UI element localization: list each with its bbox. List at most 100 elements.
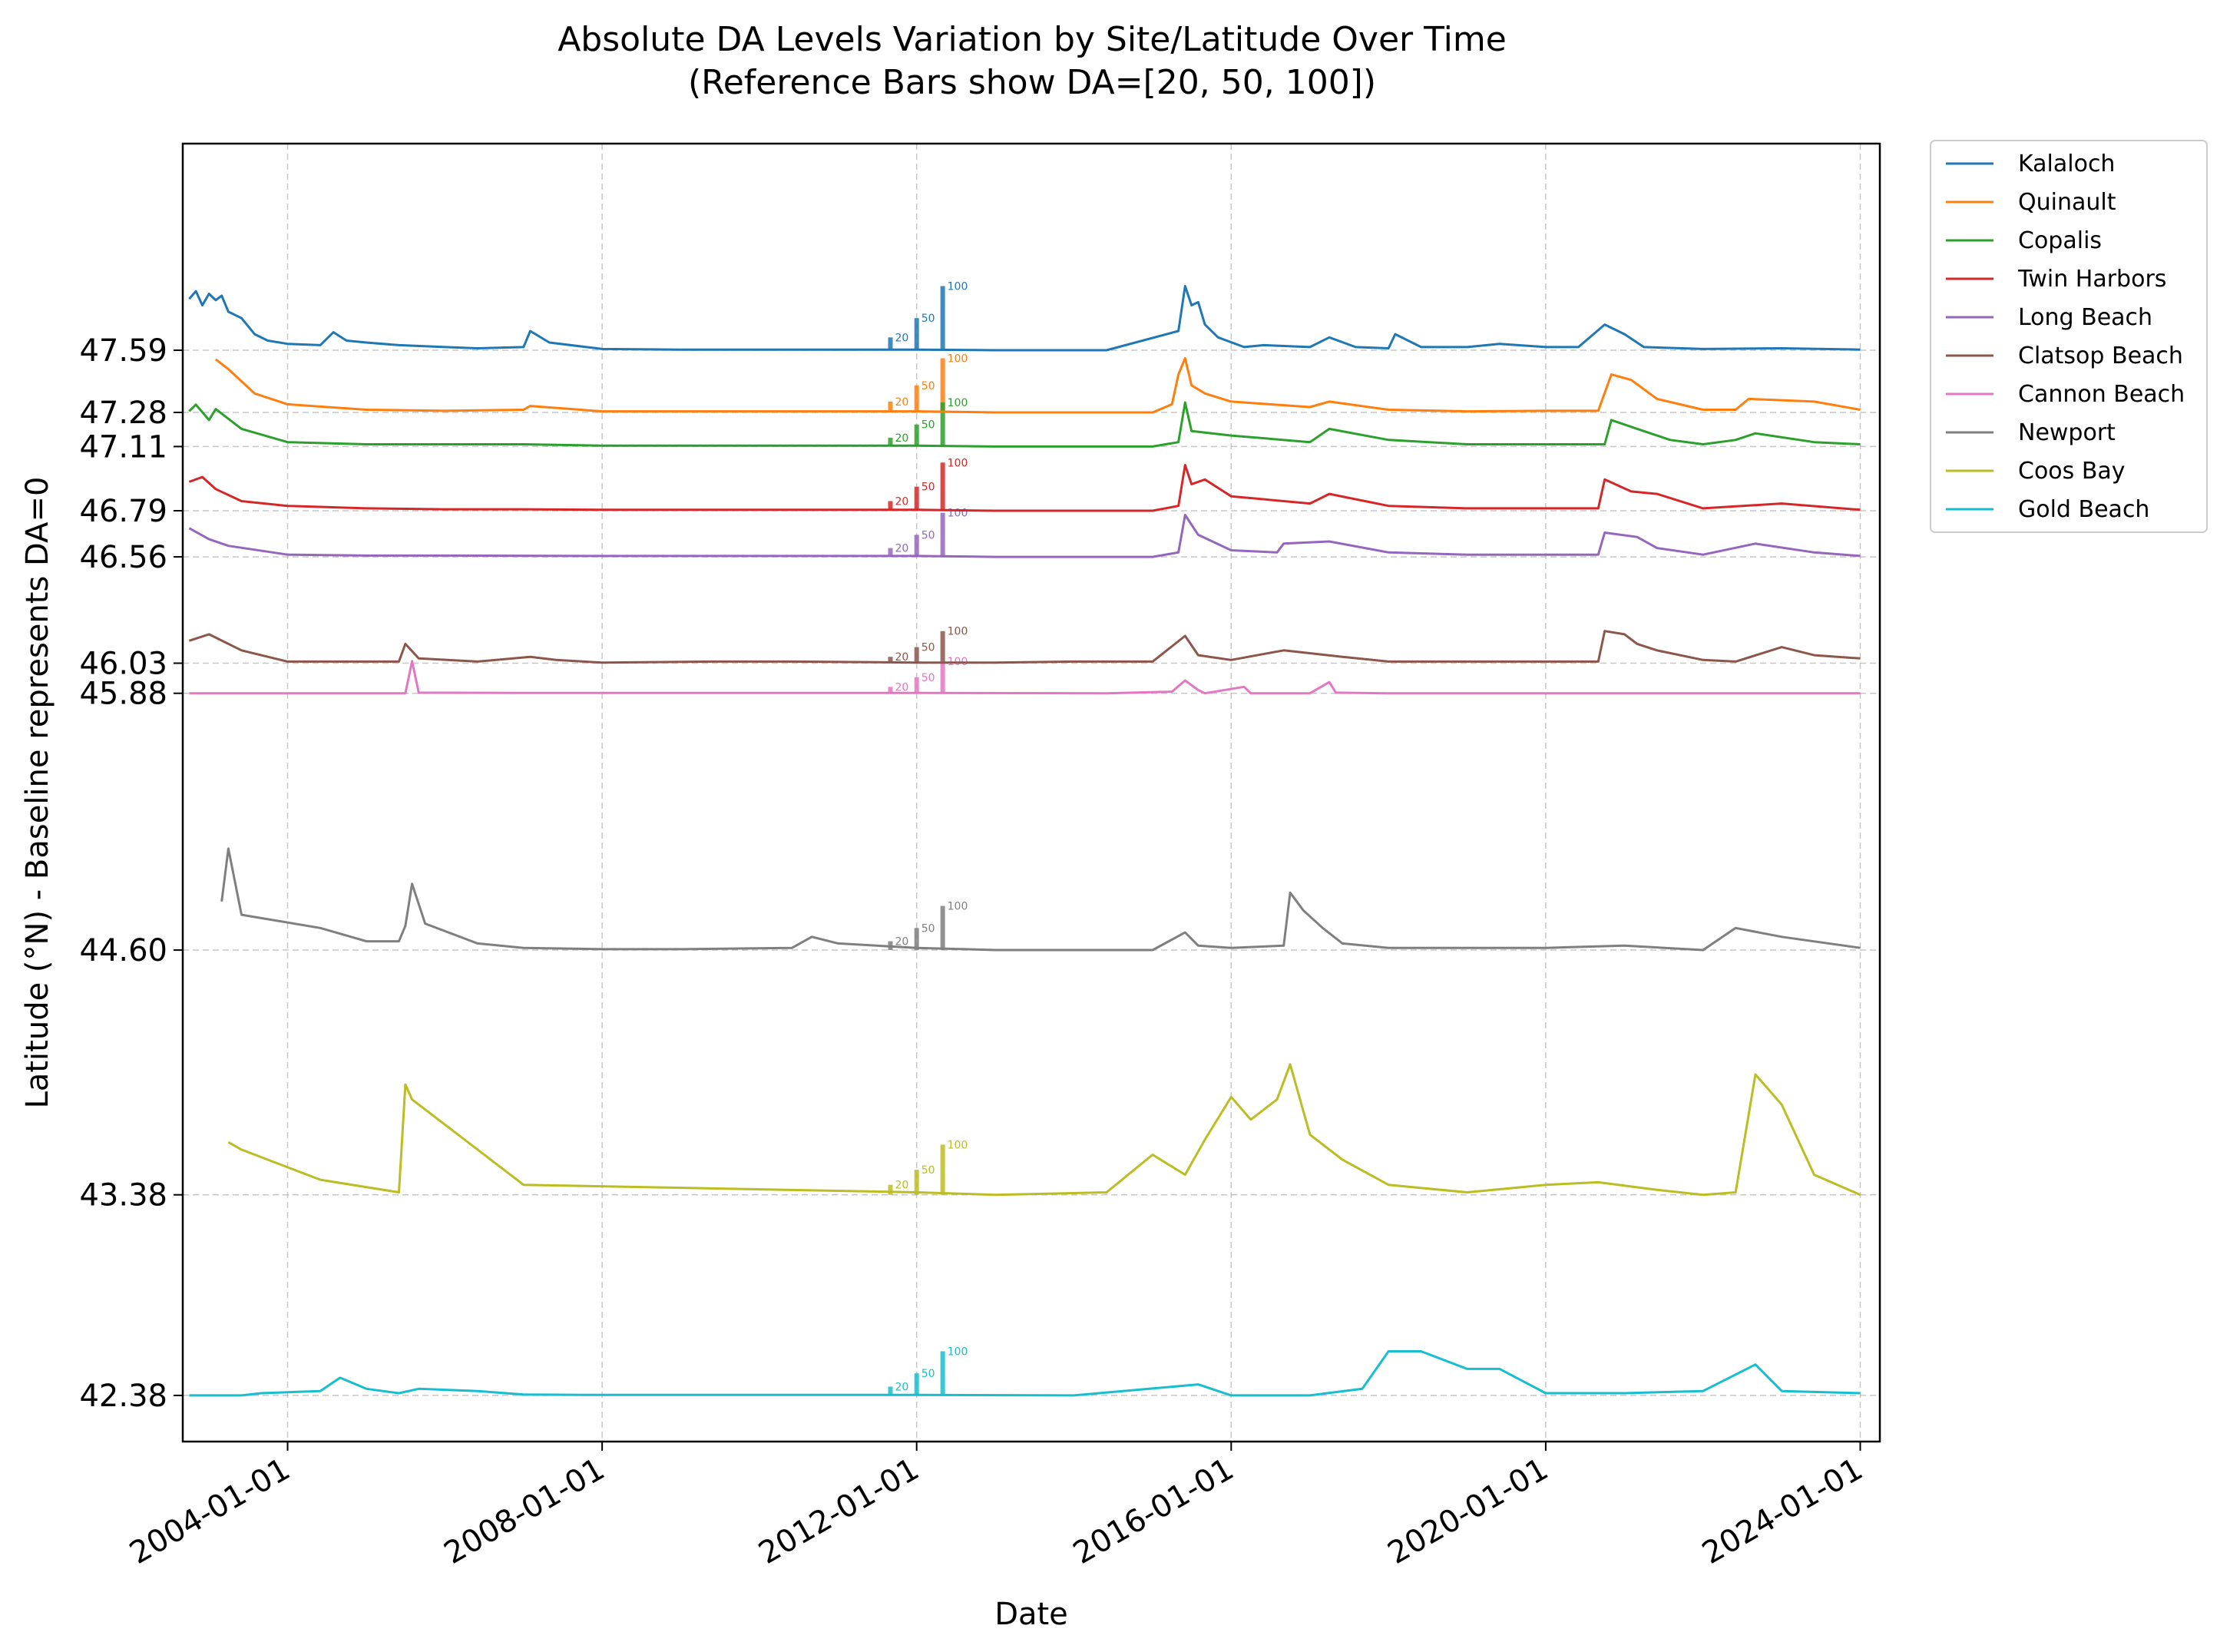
reference-bar (914, 928, 919, 951)
reference-bar (914, 424, 919, 447)
reference-bar (888, 501, 893, 511)
reference-bar-label: 20 (895, 432, 909, 445)
reference-bar (940, 462, 945, 511)
series-line-cannon-beach (189, 660, 1861, 695)
series-line-coos-bay (227, 1063, 1861, 1197)
reference-bar-label: 50 (921, 482, 935, 494)
legend: Kalaloch Quinault Copalis Twin Harbors Long … (1930, 140, 2208, 533)
series-line-gold-beach (189, 1350, 1861, 1397)
reference-bar-label: 50 (921, 313, 935, 325)
reference-bar (940, 358, 945, 413)
reference-bar (940, 402, 945, 447)
y-tick-label: 43.38 (79, 1178, 167, 1213)
legend-entry: Twin Harbors (2017, 266, 2166, 293)
y-tick-label: 46.03 (79, 647, 167, 682)
reference-bar-label: 100 (948, 626, 968, 638)
reference-bar-label: 20 (895, 681, 909, 694)
grid (183, 144, 1880, 1442)
reference-bar-label: 100 (948, 901, 968, 913)
reference-bar (888, 548, 893, 558)
reference-bar-label: 20 (895, 495, 909, 508)
y-tick-label: 47.59 (79, 333, 167, 369)
reference-bar-label: 100 (948, 280, 968, 293)
series-line-long-beach (188, 514, 1861, 558)
reference-bars: 20 50 100 20 50 100 20 50 100 20 50 100 20 50 100 20 50 1… (888, 280, 968, 1395)
reference-bar (940, 512, 945, 558)
legend-entry: Long Beach (2018, 304, 2152, 331)
legend-frame (1930, 140, 2208, 533)
reference-bar-label: 50 (921, 380, 935, 392)
reference-bar (888, 437, 893, 447)
reference-bar (940, 660, 945, 694)
reference-bar-label: 100 (948, 353, 968, 365)
reference-bar-label: 20 (895, 936, 909, 948)
reference-bar (940, 1144, 945, 1195)
series-line-quinault (214, 357, 1861, 414)
y-axis-label: Latitude (°N) - Baseline represents DA=0 (20, 477, 55, 1109)
x-tick-label: 2016-01-01 (1067, 1452, 1239, 1571)
reference-bar (940, 631, 945, 664)
reference-bar-label: 50 (921, 1164, 935, 1177)
x-axis: 2004-01-01 2008-01-01 2012-01-01 2016-01-01… (124, 1442, 1868, 1571)
reference-bar-label: 50 (921, 1368, 935, 1380)
legend-entry: Newport (2018, 419, 2116, 446)
reference-bar-label: 20 (895, 1381, 909, 1393)
y-tick-label: 47.11 (79, 429, 167, 465)
reference-bar (888, 401, 893, 413)
x-tick-label: 2012-01-01 (753, 1452, 925, 1571)
series-lines (188, 285, 1861, 1397)
reference-bar-label: 100 (948, 1139, 968, 1151)
reference-bar-label: 20 (895, 651, 909, 664)
legend-entry: Copalis (2018, 227, 2102, 254)
x-tick-label: 2004-01-01 (124, 1452, 296, 1571)
series-line-newport (220, 847, 1861, 952)
reference-bar-label: 50 (921, 419, 935, 432)
x-axis-label: Date (994, 1597, 1068, 1632)
reference-bar (914, 1170, 919, 1195)
x-tick-label: 2020-01-01 (1382, 1452, 1554, 1571)
legend-entry: Kalaloch (2018, 151, 2115, 177)
reference-bar-label: 50 (921, 922, 935, 935)
reference-bar (914, 1373, 919, 1395)
reference-bar (914, 486, 919, 511)
reference-bar-label: 20 (895, 332, 909, 344)
reference-bar (914, 318, 919, 351)
legend-entry: Cannon Beach (2018, 381, 2185, 408)
series-line-copalis (188, 401, 1861, 448)
legend-entry: Coos Bay (2018, 458, 2126, 485)
reference-bar (888, 337, 893, 351)
series-line-kalaloch (188, 285, 1861, 352)
reference-bar (914, 647, 919, 664)
reference-bar (914, 385, 919, 413)
y-tick-label: 45.88 (79, 677, 167, 712)
reference-bar-label: 100 (948, 457, 968, 469)
legend-entry: Clatsop Beach (2018, 343, 2183, 369)
reference-bar (940, 1351, 945, 1395)
reference-bar-label: 50 (921, 642, 935, 654)
x-tick-label: 2024-01-01 (1696, 1452, 1868, 1571)
reference-bar-label: 50 (921, 672, 935, 684)
series-line-clatsop-beach (188, 630, 1861, 664)
reference-bar-label: 100 (948, 397, 968, 409)
reference-bar-label: 50 (921, 529, 935, 541)
y-tick-label: 46.79 (79, 494, 167, 529)
reference-bar (888, 1184, 893, 1195)
chart-title: Absolute DA Levels Variation by Site/Lat… (558, 20, 1507, 59)
y-tick-label: 44.60 (79, 933, 167, 968)
reference-bar (888, 1386, 893, 1395)
plot-area-frame (181, 142, 1881, 1443)
reference-bar (940, 905, 945, 951)
y-tick-label: 42.38 (79, 1379, 167, 1414)
reference-bar-label: 100 (948, 1346, 968, 1358)
reference-bar (914, 535, 919, 558)
reference-bar (914, 677, 919, 694)
reference-bar-label: 20 (895, 543, 909, 555)
y-tick-label: 47.28 (79, 396, 167, 431)
legend-entry: Quinault (2018, 189, 2116, 216)
legend-entry: Gold Beach (2018, 496, 2149, 523)
reference-bar (888, 657, 893, 664)
y-tick-label: 46.56 (79, 540, 167, 575)
chart-subtitle: (Reference Bars show DA=[20, 50, 100]) (688, 63, 1376, 102)
